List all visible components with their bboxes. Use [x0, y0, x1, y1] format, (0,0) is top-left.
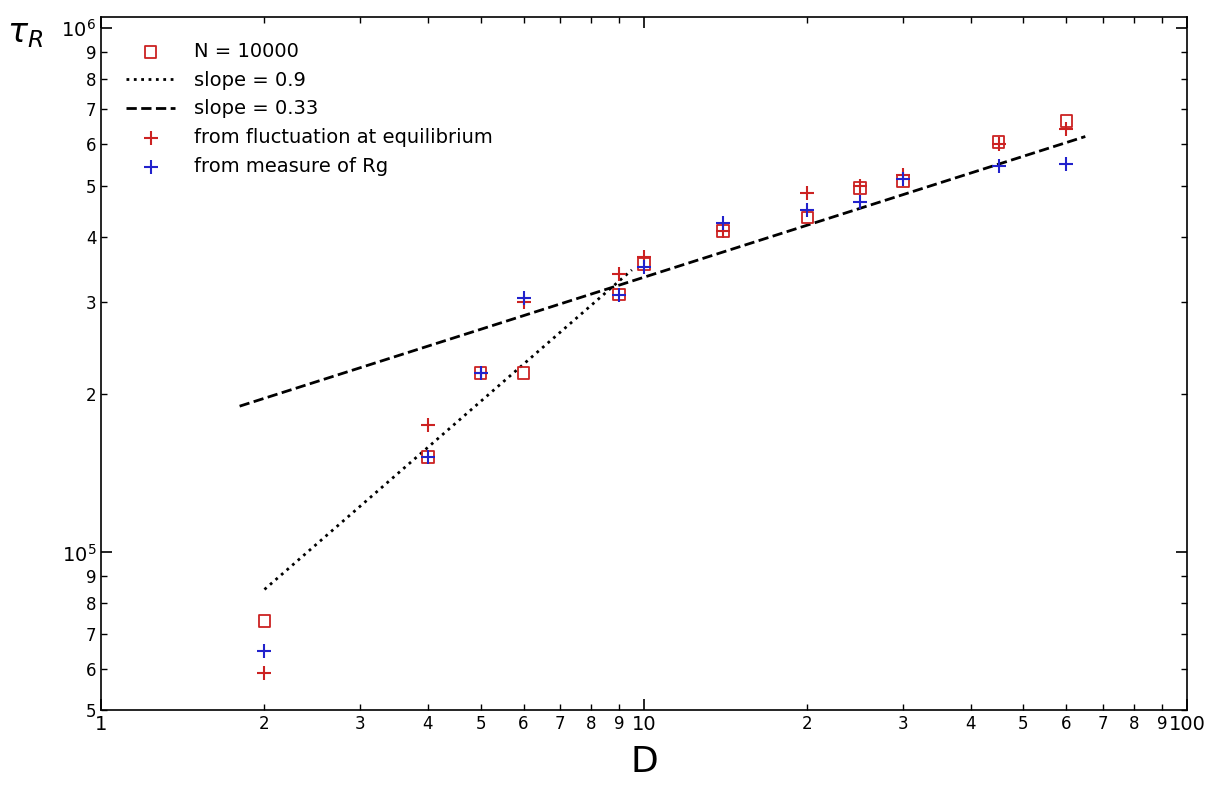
- N = 10000: [714, 224, 733, 237]
- from measure of Rg: [714, 217, 733, 229]
- slope = 0.9: [446, 420, 461, 430]
- N = 10000: [989, 136, 1008, 149]
- from fluctuation at equilibrium: [798, 186, 818, 199]
- N = 10000: [513, 366, 533, 379]
- slope = 0.33: [668, 263, 683, 272]
- N = 10000: [634, 257, 654, 270]
- Text: $\tau_R$: $\tau_R$: [7, 17, 43, 49]
- from fluctuation at equilibrium: [634, 251, 654, 263]
- from fluctuation at equilibrium: [254, 666, 274, 679]
- from measure of Rg: [851, 196, 870, 209]
- Legend: N = 10000, slope = 0.9, slope = 0.33, from fluctuation at equilibrium, from meas: N = 10000, slope = 0.9, slope = 0.33, fr…: [111, 26, 508, 191]
- from measure of Rg: [989, 160, 1008, 173]
- from fluctuation at equilibrium: [470, 366, 490, 379]
- from fluctuation at equilibrium: [714, 224, 733, 237]
- N = 10000: [851, 181, 870, 194]
- slope = 0.9: [477, 394, 491, 404]
- N = 10000: [798, 211, 818, 224]
- from measure of Rg: [893, 173, 913, 185]
- Line: slope = 0.9: slope = 0.9: [264, 270, 632, 590]
- slope = 0.33: [1009, 154, 1024, 163]
- slope = 0.9: [624, 265, 639, 275]
- N = 10000: [1057, 115, 1077, 127]
- from fluctuation at equilibrium: [513, 296, 533, 309]
- slope = 0.33: [395, 349, 409, 359]
- from fluctuation at equilibrium: [989, 138, 1008, 150]
- from fluctuation at equilibrium: [1057, 123, 1077, 136]
- N = 10000: [893, 175, 913, 188]
- slope = 0.9: [606, 281, 621, 291]
- from measure of Rg: [798, 203, 818, 216]
- from measure of Rg: [470, 366, 490, 379]
- slope = 0.9: [257, 585, 271, 595]
- X-axis label: D: D: [631, 745, 657, 779]
- from measure of Rg: [513, 292, 533, 305]
- from fluctuation at equilibrium: [610, 267, 629, 280]
- slope = 0.33: [429, 339, 444, 349]
- slope = 0.9: [342, 510, 357, 520]
- from fluctuation at equilibrium: [418, 419, 437, 431]
- from measure of Rg: [418, 451, 437, 463]
- from measure of Rg: [610, 288, 629, 301]
- from measure of Rg: [634, 260, 654, 273]
- N = 10000: [610, 288, 629, 301]
- from measure of Rg: [1057, 158, 1077, 170]
- from fluctuation at equilibrium: [851, 179, 870, 192]
- from fluctuation at equilibrium: [893, 168, 913, 181]
- N = 10000: [470, 366, 490, 379]
- from measure of Rg: [254, 644, 274, 657]
- slope = 0.33: [1035, 146, 1050, 155]
- slope = 0.9: [327, 523, 342, 533]
- N = 10000: [254, 615, 274, 627]
- slope = 0.9: [595, 291, 610, 301]
- Line: slope = 0.33: slope = 0.33: [240, 136, 1085, 406]
- slope = 0.33: [1078, 131, 1092, 141]
- slope = 0.33: [232, 401, 247, 411]
- slope = 0.33: [737, 240, 752, 250]
- N = 10000: [418, 451, 437, 463]
